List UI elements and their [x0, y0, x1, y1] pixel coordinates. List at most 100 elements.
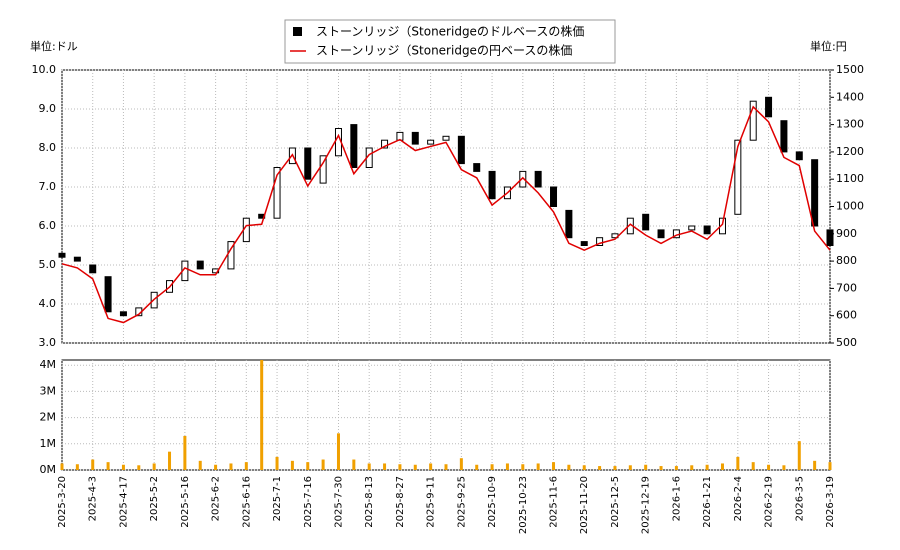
volume-bar — [429, 463, 433, 470]
x-tick-label: 2025-6-16 — [241, 476, 252, 528]
candle — [519, 170, 527, 188]
volume-bar — [106, 462, 110, 470]
volume-bar — [797, 441, 801, 470]
x-tick-label: 2026-2-4 — [733, 476, 744, 521]
x-tick-label: 2025-8-13 — [364, 476, 375, 528]
x-tick-label: 2025-5-16 — [180, 476, 191, 528]
y-tick-label: 4.0 — [39, 297, 57, 310]
y2-tick-label: 800 — [836, 254, 857, 267]
candle — [196, 260, 204, 270]
candle — [734, 139, 742, 215]
x-tick-label: 2025-3-20 — [57, 476, 68, 528]
volume-bar — [198, 460, 202, 470]
x-tick-label: 2025-4-17 — [118, 476, 129, 528]
y2-tick-label: 500 — [836, 336, 857, 349]
volume-bar — [767, 464, 771, 470]
volume-bar — [244, 462, 248, 470]
volume-bar — [290, 460, 294, 470]
volume-bar — [352, 459, 356, 470]
volume-bar — [521, 464, 525, 470]
x-tick-label: 2025-10-9 — [487, 476, 498, 528]
x-tick-label: 2025-11-20 — [579, 476, 590, 534]
candle — [749, 100, 757, 141]
x-tick-label: 2026-2-19 — [764, 476, 775, 528]
y-tick-label: 8.0 — [39, 141, 57, 154]
candle — [534, 170, 542, 188]
volume-bar — [91, 459, 95, 470]
candle — [411, 131, 419, 145]
candle — [596, 237, 604, 246]
y2-tick-label: 1400 — [836, 90, 864, 103]
y-tick-label: 10.0 — [32, 63, 57, 76]
candle — [580, 241, 588, 247]
x-tick-label: 2026-1-6 — [671, 476, 682, 521]
volume-bar — [75, 464, 79, 470]
candle — [780, 120, 788, 153]
candle — [442, 135, 450, 141]
y2-tick-label: 1500 — [836, 63, 864, 76]
legend-swatch — [293, 27, 302, 36]
x-tick-label: 2025-7-16 — [303, 476, 314, 528]
volume-bar — [306, 462, 310, 470]
candle — [795, 151, 803, 161]
candle — [427, 139, 435, 145]
x-tick-label: 2025-5-2 — [149, 476, 160, 521]
candle — [718, 217, 726, 235]
volume-tick-label: 0M — [40, 463, 57, 476]
volume-tick-label: 3M — [40, 384, 57, 397]
volume-bar — [628, 465, 632, 470]
x-tick-label: 2025-12-5 — [610, 476, 621, 528]
volume-bar — [598, 466, 602, 470]
candle — [765, 96, 773, 118]
y-tick-label: 5.0 — [39, 258, 57, 271]
candle — [657, 229, 665, 239]
y-tick-label: 7.0 — [39, 180, 57, 193]
y-tick-label: 6.0 — [39, 219, 57, 232]
volume-bar — [121, 464, 125, 470]
x-tick-label: 2025-7-30 — [333, 476, 344, 528]
volume-bar — [336, 433, 340, 470]
volume-bar — [183, 435, 187, 470]
yen-line — [61, 105, 831, 324]
volume-bar — [383, 463, 387, 470]
candle — [319, 155, 327, 184]
volume-bar — [582, 465, 586, 470]
x-tick-label: 2026-3-19 — [825, 476, 836, 528]
volume-bar — [229, 463, 233, 470]
y2-tick-label: 1000 — [836, 200, 864, 213]
volume-bar — [751, 462, 755, 470]
volume-bar — [690, 465, 694, 470]
legend — [284, 19, 616, 64]
candle — [473, 163, 481, 172]
x-tick-label: 2025-6-2 — [211, 476, 222, 521]
y-tick-label: 3.0 — [39, 336, 57, 349]
volume-bar — [720, 463, 724, 470]
candle — [688, 225, 696, 231]
volume-frame — [61, 359, 831, 471]
x-tick-label: 2025-9-11 — [426, 476, 437, 528]
y2-tick-label: 900 — [836, 227, 857, 240]
candle — [73, 256, 81, 262]
candle — [565, 209, 573, 239]
volume-bar — [705, 464, 709, 470]
y2-tick-label: 1300 — [836, 118, 864, 131]
volume-bar — [444, 464, 448, 470]
volume-bar — [490, 464, 494, 470]
candle — [488, 170, 496, 200]
price-frame — [61, 69, 831, 344]
candle — [811, 159, 819, 227]
y2-tick-label: 700 — [836, 281, 857, 294]
volume-tick-label: 2M — [40, 411, 57, 424]
volume-bar — [536, 463, 540, 470]
x-tick-label: 2025-12-19 — [641, 476, 652, 534]
volume-bar — [413, 464, 417, 470]
volume-bar — [659, 466, 663, 470]
legend-label: ストーンリッジ（Stoneridgeのドルベースの株価 — [316, 24, 584, 39]
volume-bar — [168, 451, 172, 470]
legend-label: ストーンリッジ（Stoneridgeの円ベースの株価 — [316, 43, 572, 58]
y2-tick-label: 1100 — [836, 172, 864, 185]
candle — [304, 147, 312, 180]
volume-bar — [782, 465, 786, 470]
candle — [826, 229, 834, 246]
